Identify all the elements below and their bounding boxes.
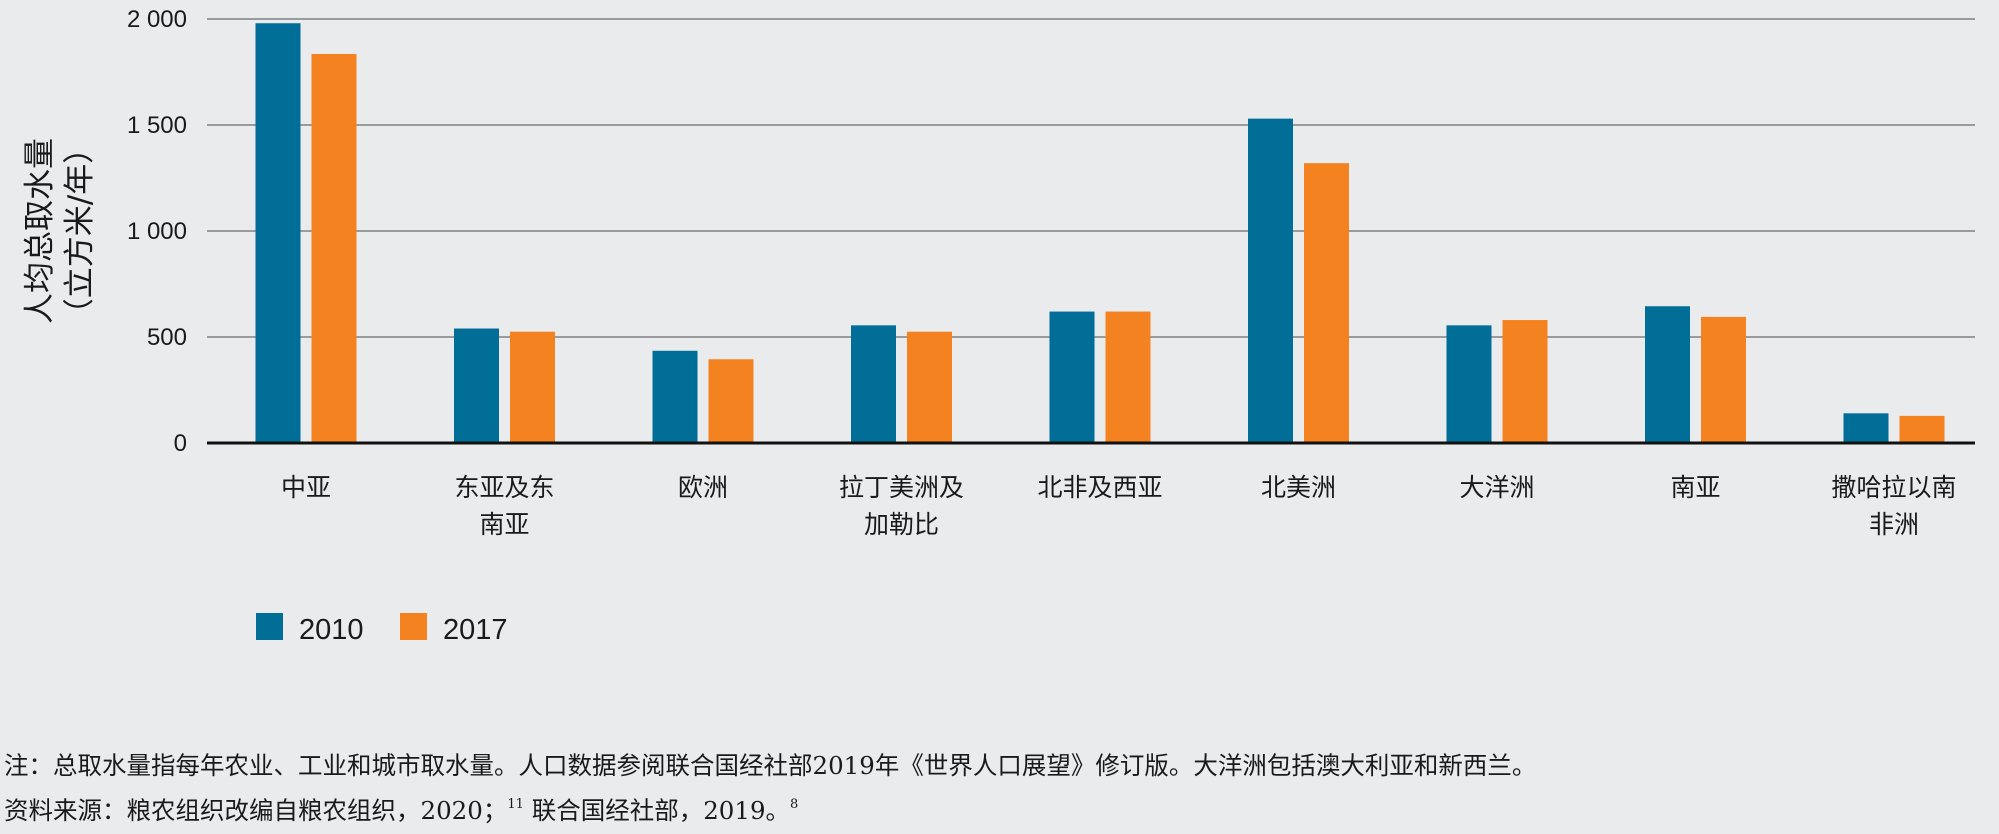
legend-label-2017: 2017 — [443, 614, 508, 646]
bar-2010 — [1446, 325, 1492, 443]
bar-2017 — [1701, 316, 1746, 443]
bar-2017 — [708, 359, 754, 443]
x-tick-label: 非洲 — [1869, 510, 1919, 539]
source-text: 资料来源：粮农组织改编自粮农组织，2020； — [4, 796, 508, 825]
bar-2017 — [510, 331, 555, 443]
bar-2017 — [1304, 163, 1349, 443]
bar-2017 — [1502, 320, 1548, 443]
y-tick-label: 1 500 — [127, 112, 187, 139]
bar-2010 — [1248, 118, 1293, 443]
legend-swatch-2010 — [256, 613, 283, 640]
notes: 注：总取水量指每年农业、工业和城市取水量。人口数据参阅联合国经社部2019年《世… — [4, 746, 1994, 830]
legend-swatch-2017 — [400, 613, 427, 640]
bar-2010 — [652, 350, 698, 443]
x-tick-label: 加勒比 — [864, 510, 939, 539]
legend-label-2010: 2010 — [299, 614, 364, 646]
x-tick-label: 大洋洲 — [1459, 473, 1534, 502]
x-tick-label: 南亚 — [1670, 473, 1720, 502]
bar-2010 — [1049, 311, 1095, 443]
y-axis-title: 人均总取水量 — [22, 138, 58, 324]
bar-2010 — [1645, 306, 1690, 443]
y-axis-title-line2: （立方米/年） — [62, 133, 98, 329]
note-line: 注：总取水量指每年农业、工业和城市取水量。人口数据参阅联合国经社部2019年《世… — [4, 751, 1537, 780]
y-tick-label: 1 000 — [127, 218, 187, 245]
bar-2017 — [311, 53, 357, 443]
x-tick-label: 欧洲 — [678, 473, 728, 502]
source-line: 资料来源：粮农组织改编自粮农组织，2020；11 联合国经社部，2019。8 — [4, 785, 1994, 830]
source-text-2: 联合国经社部，2019。 — [523, 796, 791, 825]
x-tick-label: 北非及西亚 — [1037, 473, 1162, 502]
bar-2017 — [907, 331, 952, 443]
y-tick-label: 2 000 — [127, 6, 187, 33]
x-tick-label: 北美洲 — [1261, 473, 1336, 502]
bar-2010 — [454, 328, 499, 443]
x-tick-label: 中亚 — [281, 473, 331, 502]
bar-2010 — [255, 23, 301, 444]
x-tick-label: 东亚及东 — [454, 473, 554, 502]
bar-2017 — [1899, 415, 1945, 443]
footnote-ref: 11 — [507, 797, 524, 812]
bar-2010 — [1843, 413, 1889, 443]
x-tick-label: 撒哈拉以南 — [1831, 473, 1956, 502]
footnote-ref-2: 8 — [790, 797, 799, 812]
y-tick-label: 0 — [174, 430, 187, 457]
bar-2017 — [1105, 311, 1151, 443]
y-tick-label: 500 — [147, 324, 187, 351]
x-tick-label: 南亚 — [479, 510, 529, 539]
x-tick-label: 拉丁美洲及 — [839, 473, 964, 502]
bar-2010 — [851, 325, 896, 443]
